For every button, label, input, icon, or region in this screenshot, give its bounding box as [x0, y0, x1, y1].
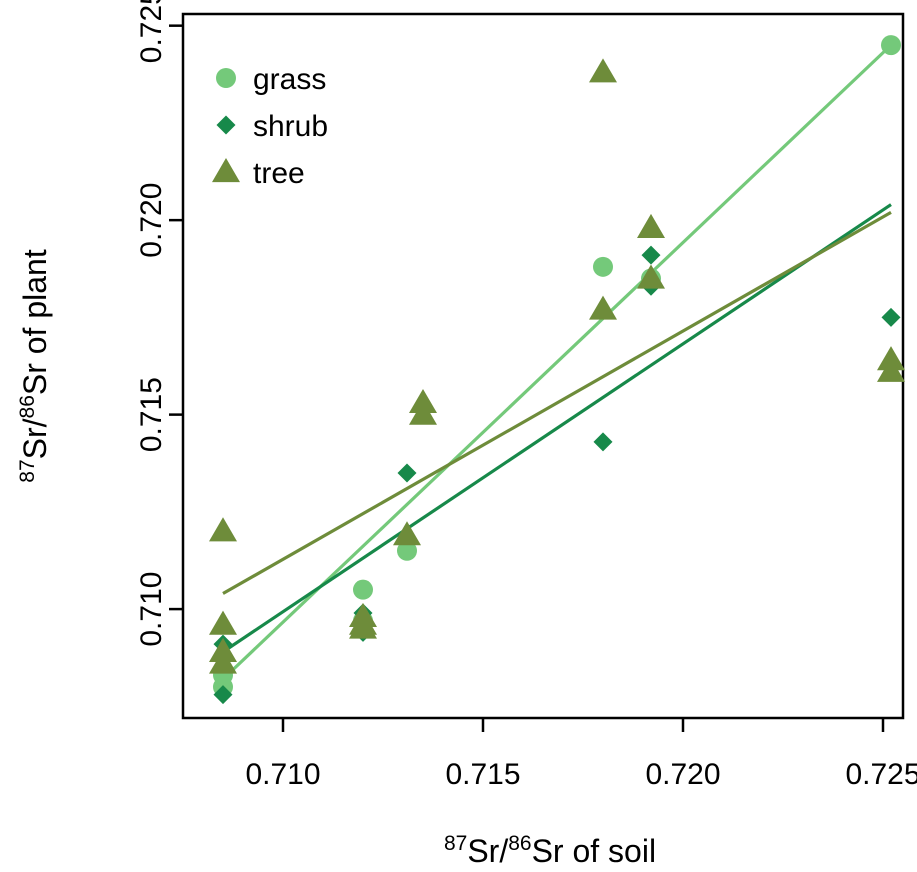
legend-shrub-marker [216, 115, 236, 135]
tree-fit-line [222, 210, 892, 595]
tree-point [409, 400, 437, 425]
shrub-point [641, 245, 661, 265]
y-axis-title-part-b: Sr of plant [17, 249, 53, 395]
legend: grass shrub tree [212, 63, 328, 190]
x-axis-title-part-b: Sr of soil [532, 833, 656, 869]
shrub-point [881, 307, 901, 327]
regression-lines [221, 43, 893, 681]
data-points [209, 35, 905, 705]
plot-frame [181, 12, 905, 720]
y-axis-title-sup-a: 87 [16, 459, 39, 482]
x-tick-label: 0.715 [445, 758, 520, 791]
y-tick-label: 0.720 [135, 183, 168, 258]
tree-point [393, 521, 421, 546]
y-tick-label: 0.710 [135, 572, 168, 647]
x-tick-label: 0.720 [645, 758, 720, 791]
grass-fit-line [221, 43, 893, 681]
tree-point [209, 649, 237, 674]
y-axis-title: 87Sr/86Sr of plant [16, 249, 53, 483]
shrub-point [593, 432, 613, 452]
x-tick-label: 0.710 [245, 758, 320, 791]
x-axis-title-sup-a: 87 [444, 832, 467, 855]
y-tick-label: 0.725 [135, 0, 168, 63]
shrub-fit-line [222, 203, 892, 654]
legend-tree-label: tree [253, 157, 305, 190]
grass-point [353, 579, 373, 600]
x-axis: 0.710 0.715 0.720 0.725 [245, 718, 917, 791]
y-axis-title-sup-b: 86 [16, 395, 39, 418]
tree-point [349, 614, 377, 639]
y-axis-title-part-a: Sr/ [17, 418, 53, 459]
x-axis-title: 87Sr/86Sr of soil [444, 832, 656, 869]
y-tick-label: 0.715 [135, 377, 168, 452]
grass-point [593, 256, 613, 277]
tree-point [209, 517, 237, 542]
y-axis: 0.710 0.715 0.720 0.725 [135, 0, 183, 647]
tree-point [589, 58, 617, 83]
x-axis-title-sup-b: 86 [508, 832, 531, 855]
tree-point [589, 295, 617, 320]
tree-point [877, 357, 905, 382]
shrub-point [397, 463, 417, 483]
tree-point [637, 264, 665, 289]
grass-point [881, 35, 901, 56]
tree-point [637, 213, 665, 239]
legend-grass-label: grass [253, 63, 326, 96]
legend-tree-marker [212, 158, 240, 183]
legend-shrub-label: shrub [253, 110, 328, 143]
legend-grass-marker [216, 68, 236, 88]
grass-point [397, 540, 417, 561]
x-tick-label: 0.725 [845, 758, 917, 791]
tree-point [209, 610, 237, 635]
shrub-point [213, 685, 233, 705]
x-axis-title-part-a: Sr/ [467, 833, 508, 869]
